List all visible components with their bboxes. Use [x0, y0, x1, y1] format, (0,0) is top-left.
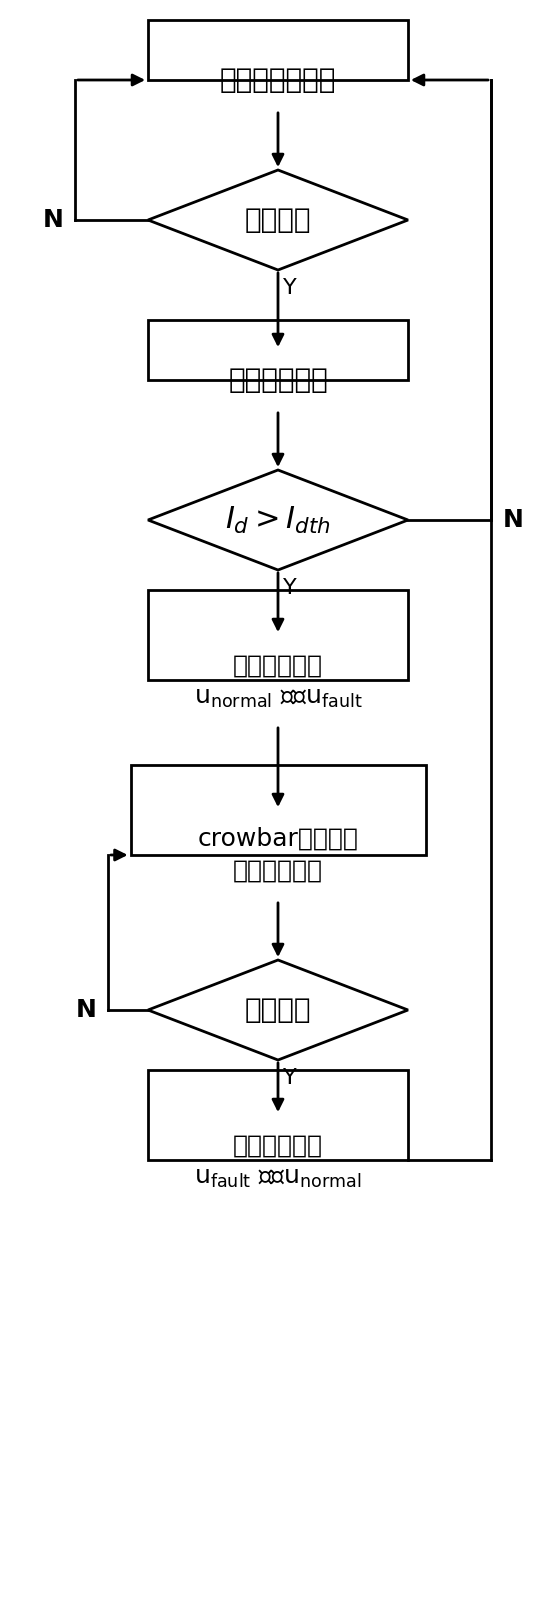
Text: 故障发生: 故障发生: [245, 206, 311, 233]
Text: Y: Y: [283, 578, 297, 597]
Bar: [148, 1071, 408, 1159]
Bar: [148, 320, 408, 380]
Text: 将参考电压从: 将参考电压从: [233, 1133, 323, 1158]
Text: u$_{\rm fault}$ 改为u$_{\rm normal}$: u$_{\rm fault}$ 改为u$_{\rm normal}$: [194, 1166, 362, 1190]
Text: 故障清除: 故障清除: [245, 997, 311, 1024]
Text: u$_{\rm normal}$ 改为u$_{\rm fault}$: u$_{\rm normal}$ 改为u$_{\rm fault}$: [193, 686, 363, 710]
Polygon shape: [148, 171, 408, 270]
Text: N: N: [503, 509, 523, 531]
Text: crowbar电路启动: crowbar电路启动: [197, 828, 359, 852]
Text: $I_d > I_{dth}$: $I_d > I_{dth}$: [225, 504, 331, 536]
Polygon shape: [148, 470, 408, 570]
Text: 定交流电压控制: 定交流电压控制: [220, 66, 336, 93]
Text: 反馈控制启动: 反馈控制启动: [233, 860, 323, 882]
Text: 将参考电压从: 将参考电压从: [233, 654, 323, 678]
Text: N: N: [43, 208, 63, 232]
Text: N: N: [76, 998, 96, 1022]
Text: 检测直流电流: 检测直流电流: [228, 365, 328, 394]
Text: Y: Y: [283, 1067, 297, 1088]
Text: Y: Y: [283, 279, 297, 298]
Bar: [148, 589, 408, 679]
Bar: [148, 19, 408, 80]
Polygon shape: [148, 960, 408, 1059]
Bar: [131, 765, 425, 855]
